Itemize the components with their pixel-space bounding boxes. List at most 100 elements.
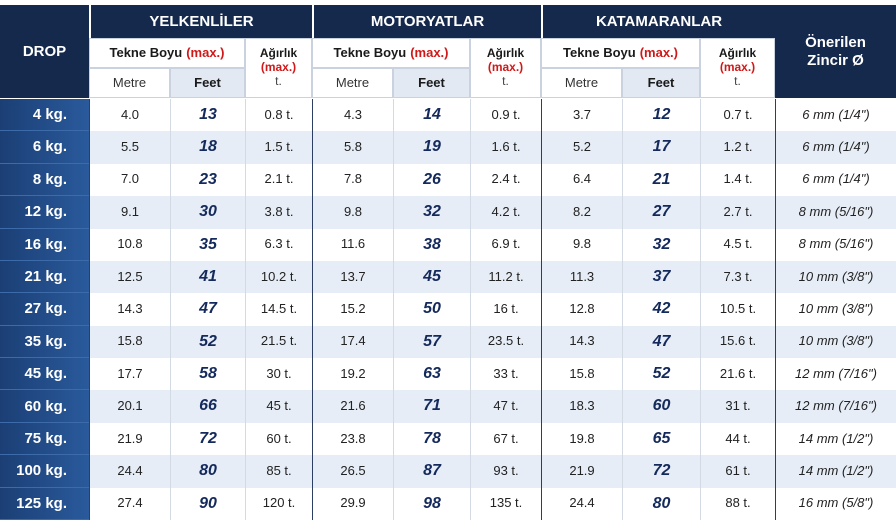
feet-cell: 47 [170,293,245,326]
cell-text: 12.8 [569,301,595,317]
cell-text: 13.7 [340,268,366,284]
metre-cell: 9.8 [541,228,622,261]
drop-cell: 12 kg. [0,196,89,229]
cell-text: 57 [423,332,441,350]
cell-text: 1.2 t. [723,139,753,155]
max-label: (max.) [639,44,678,60]
metre-cell: 21.9 [89,422,170,456]
cell-text: 23.5 t. [487,333,525,349]
chain-cell: 12 mm (7/16") [775,390,896,423]
cell-text: 47 [652,332,671,350]
feet-cell: 57 [393,325,470,359]
feet-cell: 21 [622,163,700,197]
feet-cell: 65 [622,422,700,456]
feet-header: Feet [170,68,245,98]
cell-text: 7.0 [120,171,140,187]
cell-text: 14 mm (1/2") [798,430,874,446]
cell-text: 80 [652,494,671,512]
cell-text: 24.4 [117,462,143,478]
metre-cell: 27.4 [89,487,170,520]
cell-text: 4.3 [343,106,363,122]
cell-text: 47 t. [493,398,519,414]
cell-text: 17.4 [340,333,366,349]
cell-text: 85 t. [266,462,292,478]
cell-text: 60 [652,397,671,415]
cell-text: 7.8 [343,171,363,187]
cell-text: 21 kg. [24,267,67,285]
cell-text: 23.8 [340,430,366,446]
chain-cell: 8 mm (5/16") [775,228,896,261]
group-title: YELKENLİLER [149,12,254,30]
cell-text: 1.5 t. [264,139,294,155]
cell-text: 12 kg. [24,203,67,221]
metre-cell: 7.8 [312,163,393,197]
drop-cell: 4 kg. [0,99,89,132]
feet-cell: 41 [170,260,245,294]
cell-text: 72 [199,429,217,447]
weight-header: Ağırlık (max.) t. [245,38,312,98]
cell-text: 21.9 [117,430,143,446]
feet-header: Feet [622,68,700,98]
cell-text: 66 [199,397,217,415]
metre-cell: 14.3 [541,325,622,359]
weight-cell: 45 t. [245,390,312,423]
metre-cell: 15.8 [541,358,622,391]
metre-cell: 11.3 [541,260,622,294]
cell-text: 21.5 t. [260,333,298,349]
weight-cell: 61 t. [700,455,775,488]
cell-text: 135 t. [489,495,523,511]
weight-label: Ağırlık [718,46,757,61]
cell-text: 65 [652,429,671,447]
metre-cell: 26.5 [312,455,393,488]
drop-cell: 125 kg. [0,487,89,520]
cell-text: 6 kg. [32,138,67,156]
weight-cell: 16 t. [470,293,541,326]
length-header: Tekne Boyu (max.) [541,38,700,68]
weight-unit: t. [502,73,509,88]
feet-cell: 60 [622,390,700,423]
weight-cell: 47 t. [470,390,541,423]
cell-text: 32 [423,203,441,221]
cell-text: 6 mm (1/4") [802,106,870,122]
cell-text: 15.8 [569,365,595,381]
cell-text: 35 kg. [24,332,67,350]
feet-cell: 45 [393,260,470,294]
weight-cell: 10.2 t. [245,260,312,294]
metre-cell: 24.4 [541,487,622,520]
weight-cell: 88 t. [700,487,775,520]
weight-cell: 2.4 t. [470,163,541,197]
cell-text: 4 kg. [32,106,67,124]
weight-cell: 21.6 t. [700,358,775,391]
length-label: Tekne Boyu [109,44,183,60]
chain-cell: 8 mm (5/16") [775,196,896,229]
cell-text: 120 t. [262,495,296,511]
metre-header: Metre [312,68,393,98]
cell-text: 10.8 [117,236,143,252]
cell-text: 2.1 t. [264,171,294,187]
weight-cell: 1.6 t. [470,131,541,164]
feet-cell: 80 [170,455,245,488]
feet-cell: 26 [393,163,470,197]
chain-cell: 12 mm (7/16") [775,358,896,391]
cell-text: 3.7 [572,106,592,122]
weight-cell: 7.3 t. [700,260,775,294]
metre-cell: 21.9 [541,455,622,488]
feet-header: Feet [393,68,470,98]
cell-text: 58 [199,365,217,383]
feet-cell: 37 [622,260,700,294]
cell-text: 50 [423,300,441,318]
cell-text: 100 kg. [16,462,67,480]
weight-cell: 2.7 t. [700,196,775,229]
max-label: (max.) [186,44,225,60]
cell-text: 26.5 [340,462,366,478]
feet-cell: 66 [170,390,245,423]
cell-text: 15.2 [340,301,366,317]
cell-text: 27 kg. [24,300,67,318]
metre-cell: 17.4 [312,325,393,359]
metre-cell: 15.2 [312,293,393,326]
metre-cell: 4.0 [89,99,170,132]
drop-cell: 45 kg. [0,358,89,391]
cell-text: 16 kg. [24,235,67,253]
weight-cell: 33 t. [470,358,541,391]
